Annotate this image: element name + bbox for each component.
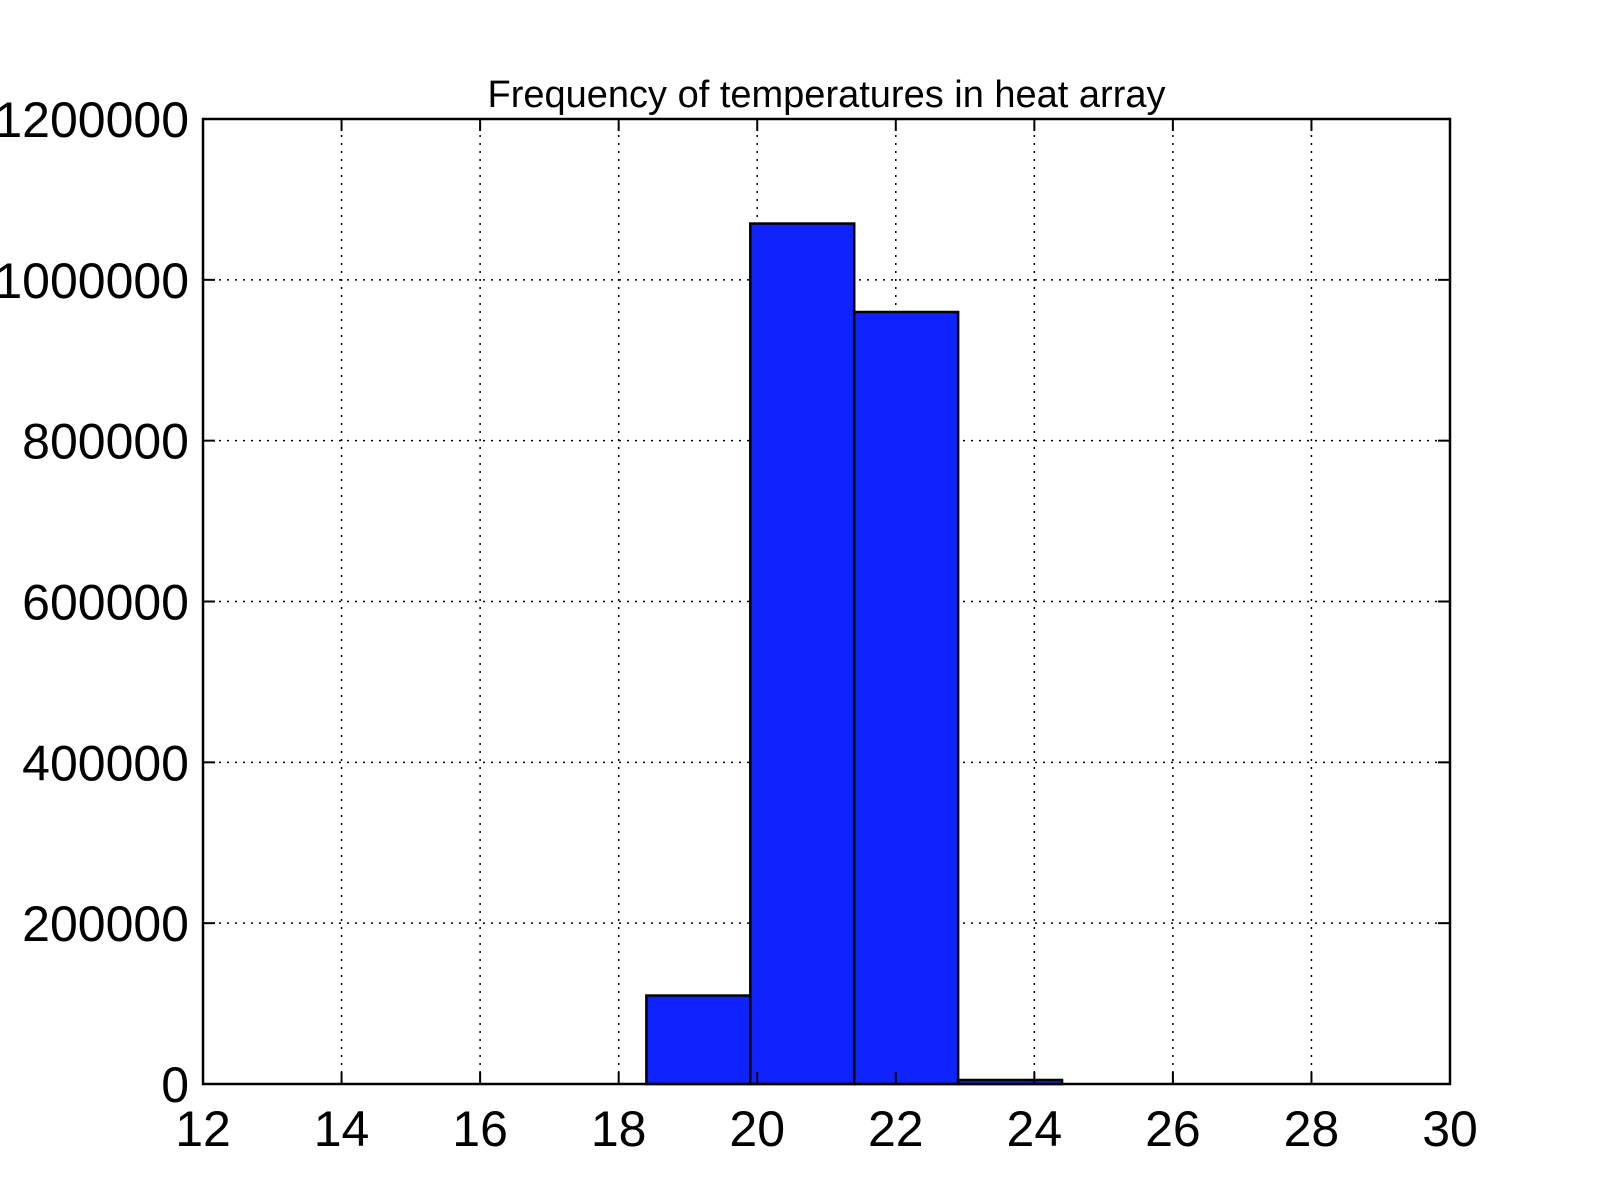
histogram-bar xyxy=(852,310,960,1086)
chart-title: Frequency of temperatures in heat array xyxy=(487,74,1165,116)
x-tick-label: 24 xyxy=(1007,1101,1063,1157)
x-tick-labels: 12 14 16 18 20 22 24 26 28 30 xyxy=(175,1101,1478,1157)
x-tick-label: 14 xyxy=(314,1101,370,1157)
y-tick-label: 0 xyxy=(161,1057,189,1113)
y-tick-label: 400000 xyxy=(22,735,189,791)
x-tick-label: 18 xyxy=(591,1101,647,1157)
y-tick-label: 1200000 xyxy=(0,92,189,148)
x-tick-label: 12 xyxy=(175,1101,231,1157)
histogram-bar xyxy=(645,994,752,1086)
x-tick-label: 16 xyxy=(452,1101,508,1157)
histogram-bar xyxy=(749,222,856,1086)
x-tick-label: 26 xyxy=(1145,1101,1201,1157)
y-tick-label: 1000000 xyxy=(0,253,189,309)
x-tick-label: 22 xyxy=(868,1101,924,1157)
axis-ticks xyxy=(202,118,1451,1085)
y-tick-labels: 0 200000 400000 600000 800000 1000000 1200000 xyxy=(0,92,189,1113)
x-tick-label: 30 xyxy=(1422,1101,1478,1157)
y-tick-label: 200000 xyxy=(22,896,189,952)
x-tick-label: 20 xyxy=(729,1101,785,1157)
histogram-bars xyxy=(645,222,1064,1086)
y-tick-label: 800000 xyxy=(22,414,189,470)
y-tick-label: 600000 xyxy=(22,575,189,631)
x-tick-label: 28 xyxy=(1284,1101,1340,1157)
